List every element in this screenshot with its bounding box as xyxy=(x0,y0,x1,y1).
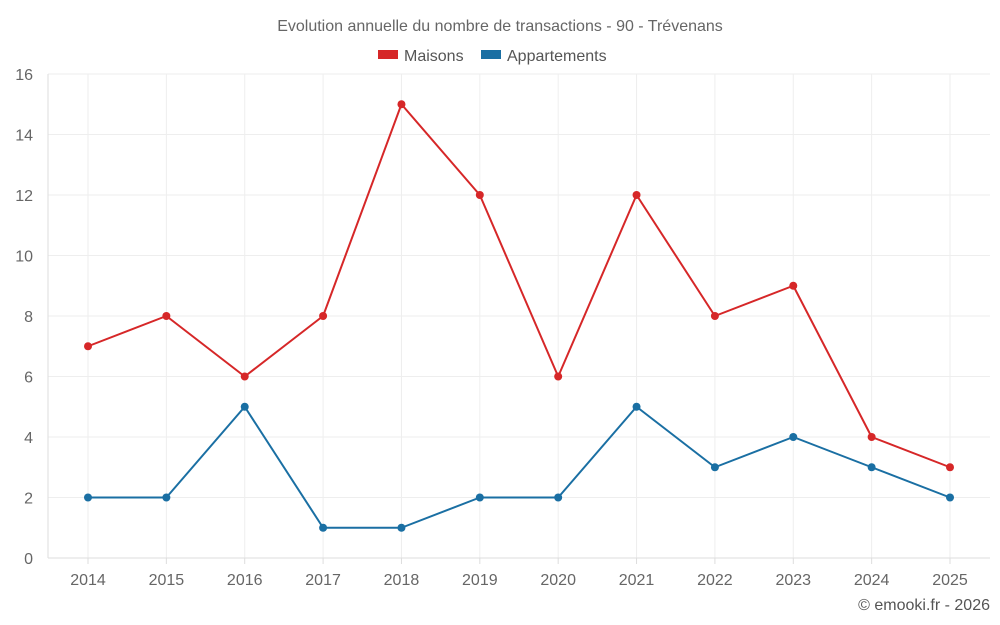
data-point-appartements[interactable] xyxy=(710,463,719,472)
x-tick-label: 2020 xyxy=(540,572,576,589)
x-tick-label: 2018 xyxy=(384,572,420,589)
data-point-appartements[interactable] xyxy=(475,493,484,502)
x-tick-label: 2019 xyxy=(462,572,498,589)
y-tick-label: 6 xyxy=(24,370,33,387)
x-tick-label: 2021 xyxy=(619,572,655,589)
data-point-appartements[interactable] xyxy=(240,402,249,411)
data-point-maisons[interactable] xyxy=(946,463,954,472)
x-tick-label: 2014 xyxy=(70,572,106,589)
data-point-maisons[interactable] xyxy=(319,312,328,320)
x-tick-label: 2015 xyxy=(149,572,185,589)
data-point-appartements[interactable] xyxy=(319,523,328,532)
data-point-maisons[interactable] xyxy=(162,312,171,320)
data-point-maisons[interactable] xyxy=(84,342,92,351)
data-point-appartements[interactable] xyxy=(554,493,563,502)
x-tick-label: 2024 xyxy=(854,572,890,589)
y-tick-label: 2 xyxy=(24,491,33,508)
data-point-maisons[interactable] xyxy=(397,100,406,109)
data-point-appartements[interactable] xyxy=(946,493,954,502)
legend: Maisons Appartements xyxy=(378,48,607,65)
y-tick-label: 16 xyxy=(15,67,33,84)
legend-label-appartements[interactable]: Appartements xyxy=(507,48,607,65)
legend-swatch-maisons xyxy=(378,50,398,59)
series xyxy=(84,100,954,532)
y-tick-label: 12 xyxy=(15,188,33,205)
data-point-maisons[interactable] xyxy=(240,372,249,381)
x-tick-label: 2022 xyxy=(697,572,733,589)
legend-label-maisons[interactable]: Maisons xyxy=(404,48,464,65)
series-line-maisons xyxy=(87,103,951,469)
x-tick-label: 2016 xyxy=(227,572,263,589)
data-point-appartements[interactable] xyxy=(789,433,798,441)
x-tick-labels: 2014 2015 2016 2017 2018 2019 2020 2021 2022 2023… xyxy=(70,572,968,589)
series-line-appartements xyxy=(88,405,951,529)
data-point-maisons[interactable] xyxy=(554,372,563,381)
data-point-appartements[interactable] xyxy=(867,463,876,472)
axes xyxy=(47,74,990,559)
data-point-appartements[interactable] xyxy=(632,402,641,411)
y-tick-label: 10 xyxy=(15,249,33,266)
y-tick-label: 4 xyxy=(24,430,33,447)
data-point-maisons[interactable] xyxy=(867,433,876,441)
y-tick-labels: 0 2 4 6 8 10 12 14 16 xyxy=(15,67,33,568)
credit-text: © emooki.fr - 2026 xyxy=(858,597,990,614)
y-tick-label: 14 xyxy=(15,128,33,145)
data-point-appartements[interactable] xyxy=(162,493,171,502)
legend-swatch-appartements xyxy=(481,50,501,59)
chart-title: Evolution annuelle du nombre de transact… xyxy=(277,18,723,35)
data-point-maisons[interactable] xyxy=(789,281,798,290)
x-tick-label: 2025 xyxy=(932,572,968,589)
gridlines xyxy=(48,73,990,564)
y-tick-label: 0 xyxy=(24,551,33,568)
data-point-maisons[interactable] xyxy=(710,312,719,320)
data-point-maisons[interactable] xyxy=(475,191,484,199)
data-point-appartements[interactable] xyxy=(84,493,92,502)
data-point-appartements[interactable] xyxy=(397,523,406,532)
x-tick-label: 2017 xyxy=(305,572,341,589)
data-point-maisons[interactable] xyxy=(632,191,641,199)
x-tick-label: 2023 xyxy=(775,572,811,589)
y-tick-label: 8 xyxy=(24,309,33,326)
